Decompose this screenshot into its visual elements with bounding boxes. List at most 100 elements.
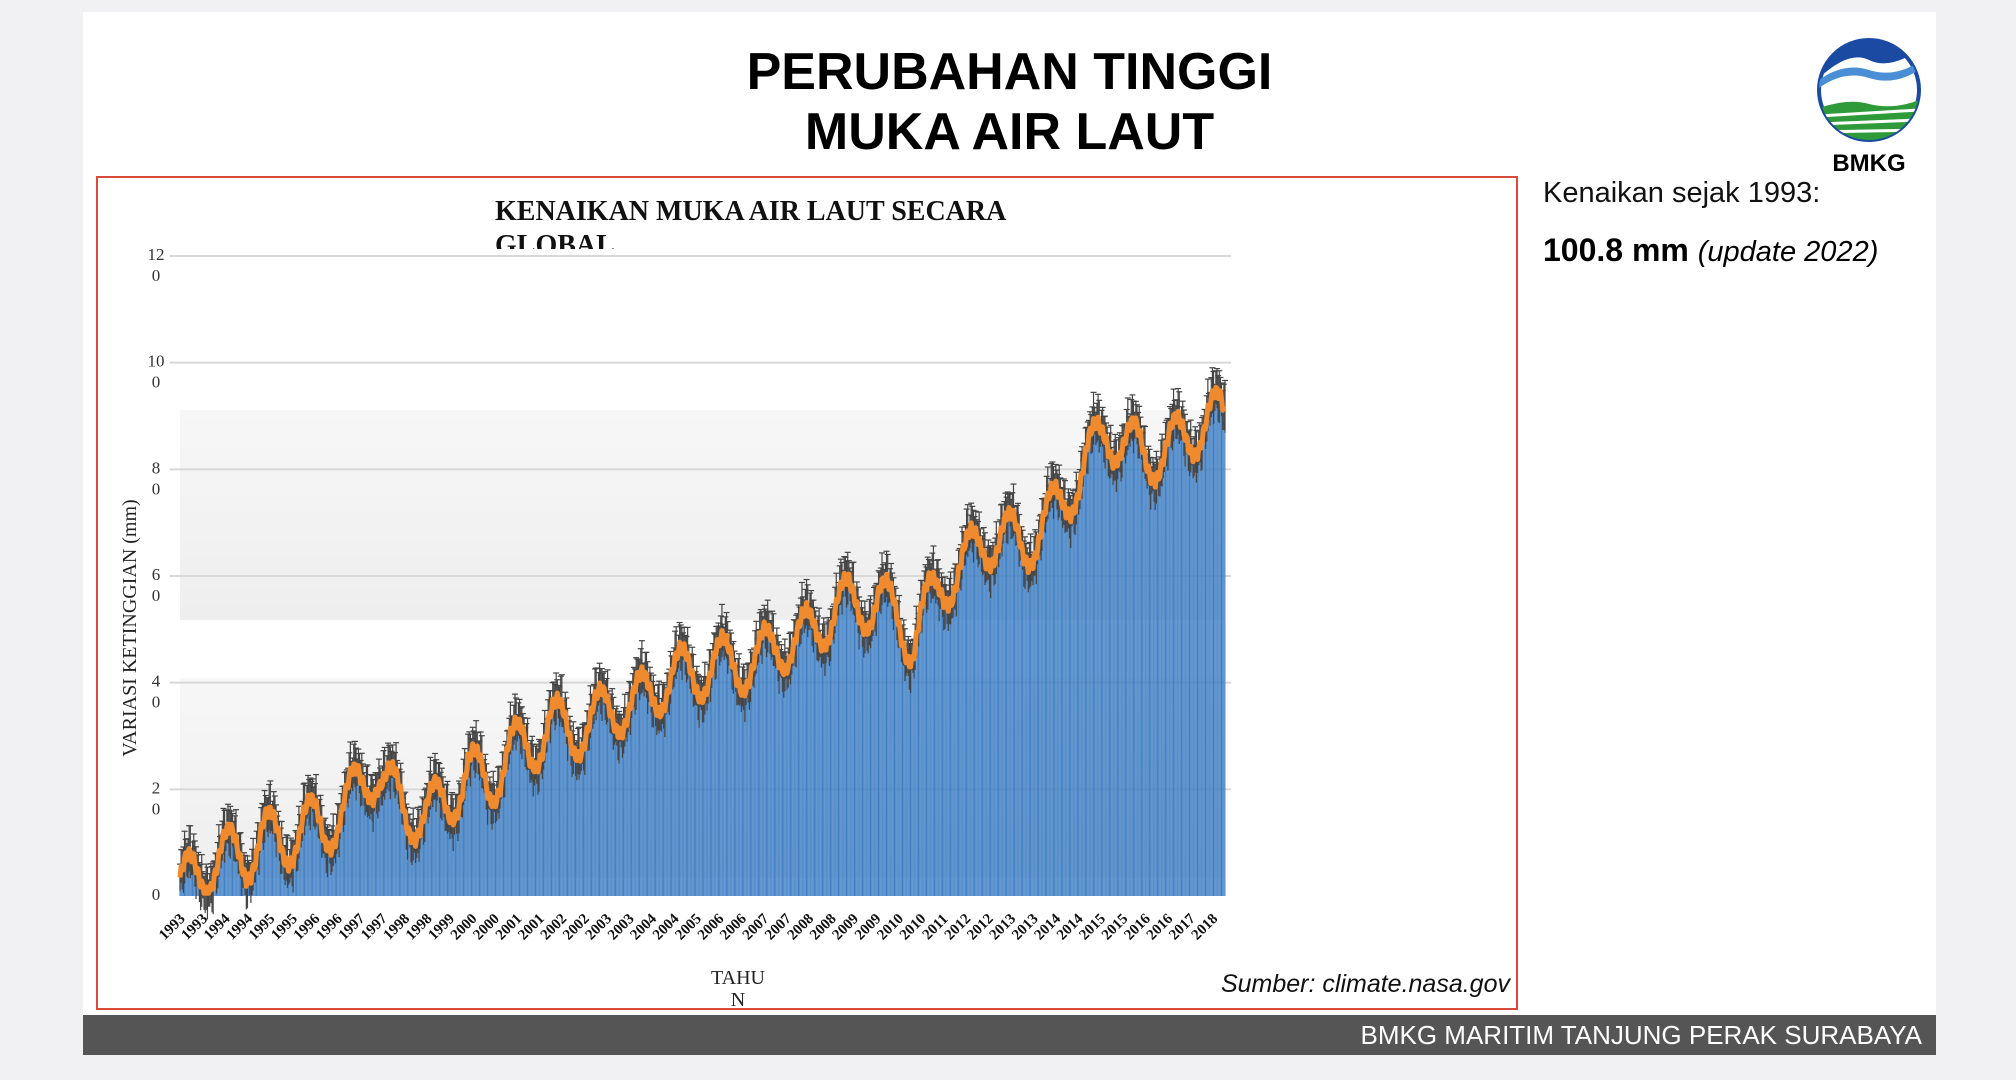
bar [680,647,682,896]
bar [572,747,574,896]
bar [348,775,350,896]
bar [414,846,416,896]
bar [699,693,701,896]
bar [664,710,666,896]
bar [802,610,804,896]
bar [525,746,527,896]
bar [951,605,953,896]
bar [768,625,770,896]
page-title-line-2: MUKA AIR LAUT [804,103,1215,161]
bar [361,779,363,896]
bar [944,602,946,896]
bar [763,621,765,896]
bar [382,773,384,896]
sea-level-series-line [177,384,1227,896]
bar [927,583,929,896]
bar [756,651,758,896]
bar [811,623,813,896]
y-tick-label: 0 [152,266,161,285]
bar [938,595,940,896]
bar [620,730,622,896]
bar [744,695,746,896]
bar [971,529,973,896]
bar [1183,432,1185,896]
bar [905,662,907,896]
bar [396,773,398,896]
bar [851,585,853,896]
bar [456,813,458,896]
bar [570,745,572,896]
bar [800,621,802,896]
bar [294,847,296,896]
bar [874,608,876,896]
y-tick-label: 0 [152,373,161,392]
bar [629,708,631,896]
bar [873,607,875,896]
bar [581,743,583,896]
bar [621,738,623,896]
bar [474,755,476,896]
bar [1095,428,1097,896]
bar [936,580,938,896]
bar [737,681,739,896]
bar [1176,419,1178,896]
bar [1214,397,1216,896]
bar [767,626,769,896]
bar [641,666,643,896]
bar [238,853,240,896]
bar [523,734,525,896]
bar [1033,556,1035,896]
bar [1057,497,1059,896]
bar [986,563,988,896]
bar [1073,513,1075,896]
bar [668,692,670,896]
bar [751,665,753,896]
bar [314,806,316,896]
bar [701,702,703,896]
bar [266,815,268,896]
bar [1129,430,1131,896]
bar [605,701,607,896]
bar [1142,452,1144,896]
bar [438,783,440,896]
bar [1011,515,1013,896]
bar [452,825,454,896]
bar [618,737,620,896]
bar [739,691,741,896]
bar [1015,529,1017,896]
bar [675,652,677,896]
bar [368,802,370,896]
bar [900,645,902,896]
bar [453,821,455,896]
bar [480,754,482,896]
bar [624,720,626,896]
bar [547,719,549,896]
bar [460,800,462,896]
bar [369,802,371,896]
y-tick-label: 10 [148,352,165,371]
bar [269,807,271,896]
bar [418,835,420,896]
bar [306,802,308,896]
bar [791,661,793,896]
bar [898,621,900,896]
bar [1071,512,1073,896]
bar [1169,423,1171,896]
bar [722,637,724,896]
bar [729,646,731,896]
bar [389,773,391,896]
bar [821,643,823,896]
bar [272,817,274,896]
bar [557,701,559,896]
bar [516,727,518,896]
bar [355,774,357,896]
bar [484,774,486,896]
bar [666,689,668,896]
bar [683,643,685,896]
bar [934,582,936,896]
bar [700,693,702,896]
bar [461,797,463,896]
bar [409,830,411,896]
bar [337,826,339,896]
bar [1025,556,1027,896]
